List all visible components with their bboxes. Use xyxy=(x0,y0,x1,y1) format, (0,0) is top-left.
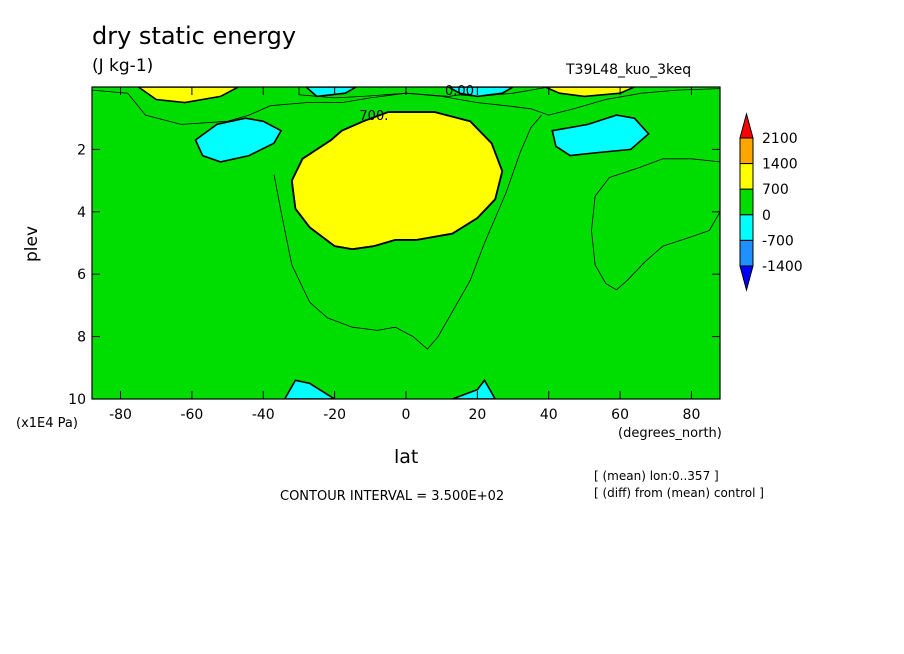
x-tick-label: -80 xyxy=(109,407,132,423)
contour-label: 0.00 xyxy=(445,84,474,99)
contour-labels: 0.00 700. xyxy=(359,84,474,124)
x-axis-unit: (degrees_north) xyxy=(618,426,722,441)
region-positive-top-right xyxy=(544,87,635,98)
contour-700 xyxy=(290,111,504,251)
chart-title: dry static energy xyxy=(92,22,297,50)
contour-interval: CONTOUR INTERVAL = 3.500E+02 xyxy=(280,489,505,504)
colorbar-top-arrow xyxy=(739,112,754,139)
colorbar-label: 2100 xyxy=(762,131,798,147)
y-tick-label: 10 xyxy=(68,392,86,408)
colorbar-swatch xyxy=(739,137,754,165)
contour-350-trough xyxy=(273,114,542,350)
contour-0-top xyxy=(298,87,549,99)
region-negative-top-center-right xyxy=(447,87,515,98)
contour-label: 700. xyxy=(359,109,388,124)
colorbar-swatch xyxy=(739,214,754,241)
x-axis-label: lat xyxy=(394,446,419,468)
region-negative-right xyxy=(551,114,650,157)
colorbar-label: -700 xyxy=(762,233,794,249)
colorbar-label: -1400 xyxy=(762,259,803,275)
contour-lines xyxy=(92,87,720,350)
y-tick-label: 8 xyxy=(77,330,86,346)
region-negative-bottom-right xyxy=(452,378,497,399)
x-tick-label: 20 xyxy=(468,407,486,423)
colorbar-bottom-arrow xyxy=(739,265,754,292)
y-tick-label: 4 xyxy=(77,205,86,221)
contour-350-right xyxy=(591,158,720,291)
x-tick-label: 40 xyxy=(540,407,558,423)
colorbar-swatch xyxy=(739,239,754,267)
y-tick-label: 6 xyxy=(77,267,86,283)
diff-note: [ (diff) from (mean) control ] xyxy=(594,486,764,500)
x-tick-label: -40 xyxy=(252,407,275,423)
colorbar-label: 1400 xyxy=(762,157,798,173)
chart-units: (J kg-1) xyxy=(92,56,154,76)
colorbar-label: 0 xyxy=(762,208,771,224)
filled-regions xyxy=(92,87,720,399)
x-tick-label: 60 xyxy=(611,407,629,423)
colorbar-swatch xyxy=(739,188,754,216)
region-positive-top-left xyxy=(137,87,239,104)
region-negative-left xyxy=(194,117,283,163)
x-tick-label: -20 xyxy=(323,407,346,423)
colorbar-swatch xyxy=(739,163,754,190)
y-axis-scale: (x1E4 Pa) xyxy=(16,416,78,431)
y-tick-label: 2 xyxy=(77,142,86,158)
colorbar-label: 700 xyxy=(762,182,789,198)
region-negative-top-center-left xyxy=(304,87,358,98)
x-tick-label: 80 xyxy=(683,407,701,423)
x-tick-label: 0 xyxy=(402,407,411,423)
colorbar: 2100 1400 700 0 -700 -1400 xyxy=(739,112,803,292)
axis-ticks: -80 -60 -40 -20 0 20 40 60 80 2 4 6 8 10 xyxy=(68,87,720,423)
x-tick-label: -60 xyxy=(180,407,203,423)
run-label: T39L48_kuo_3keq xyxy=(566,62,692,78)
mean-note: [ (mean) lon:0..357 ] xyxy=(594,469,719,483)
region-negative-bottom-left xyxy=(283,379,337,399)
